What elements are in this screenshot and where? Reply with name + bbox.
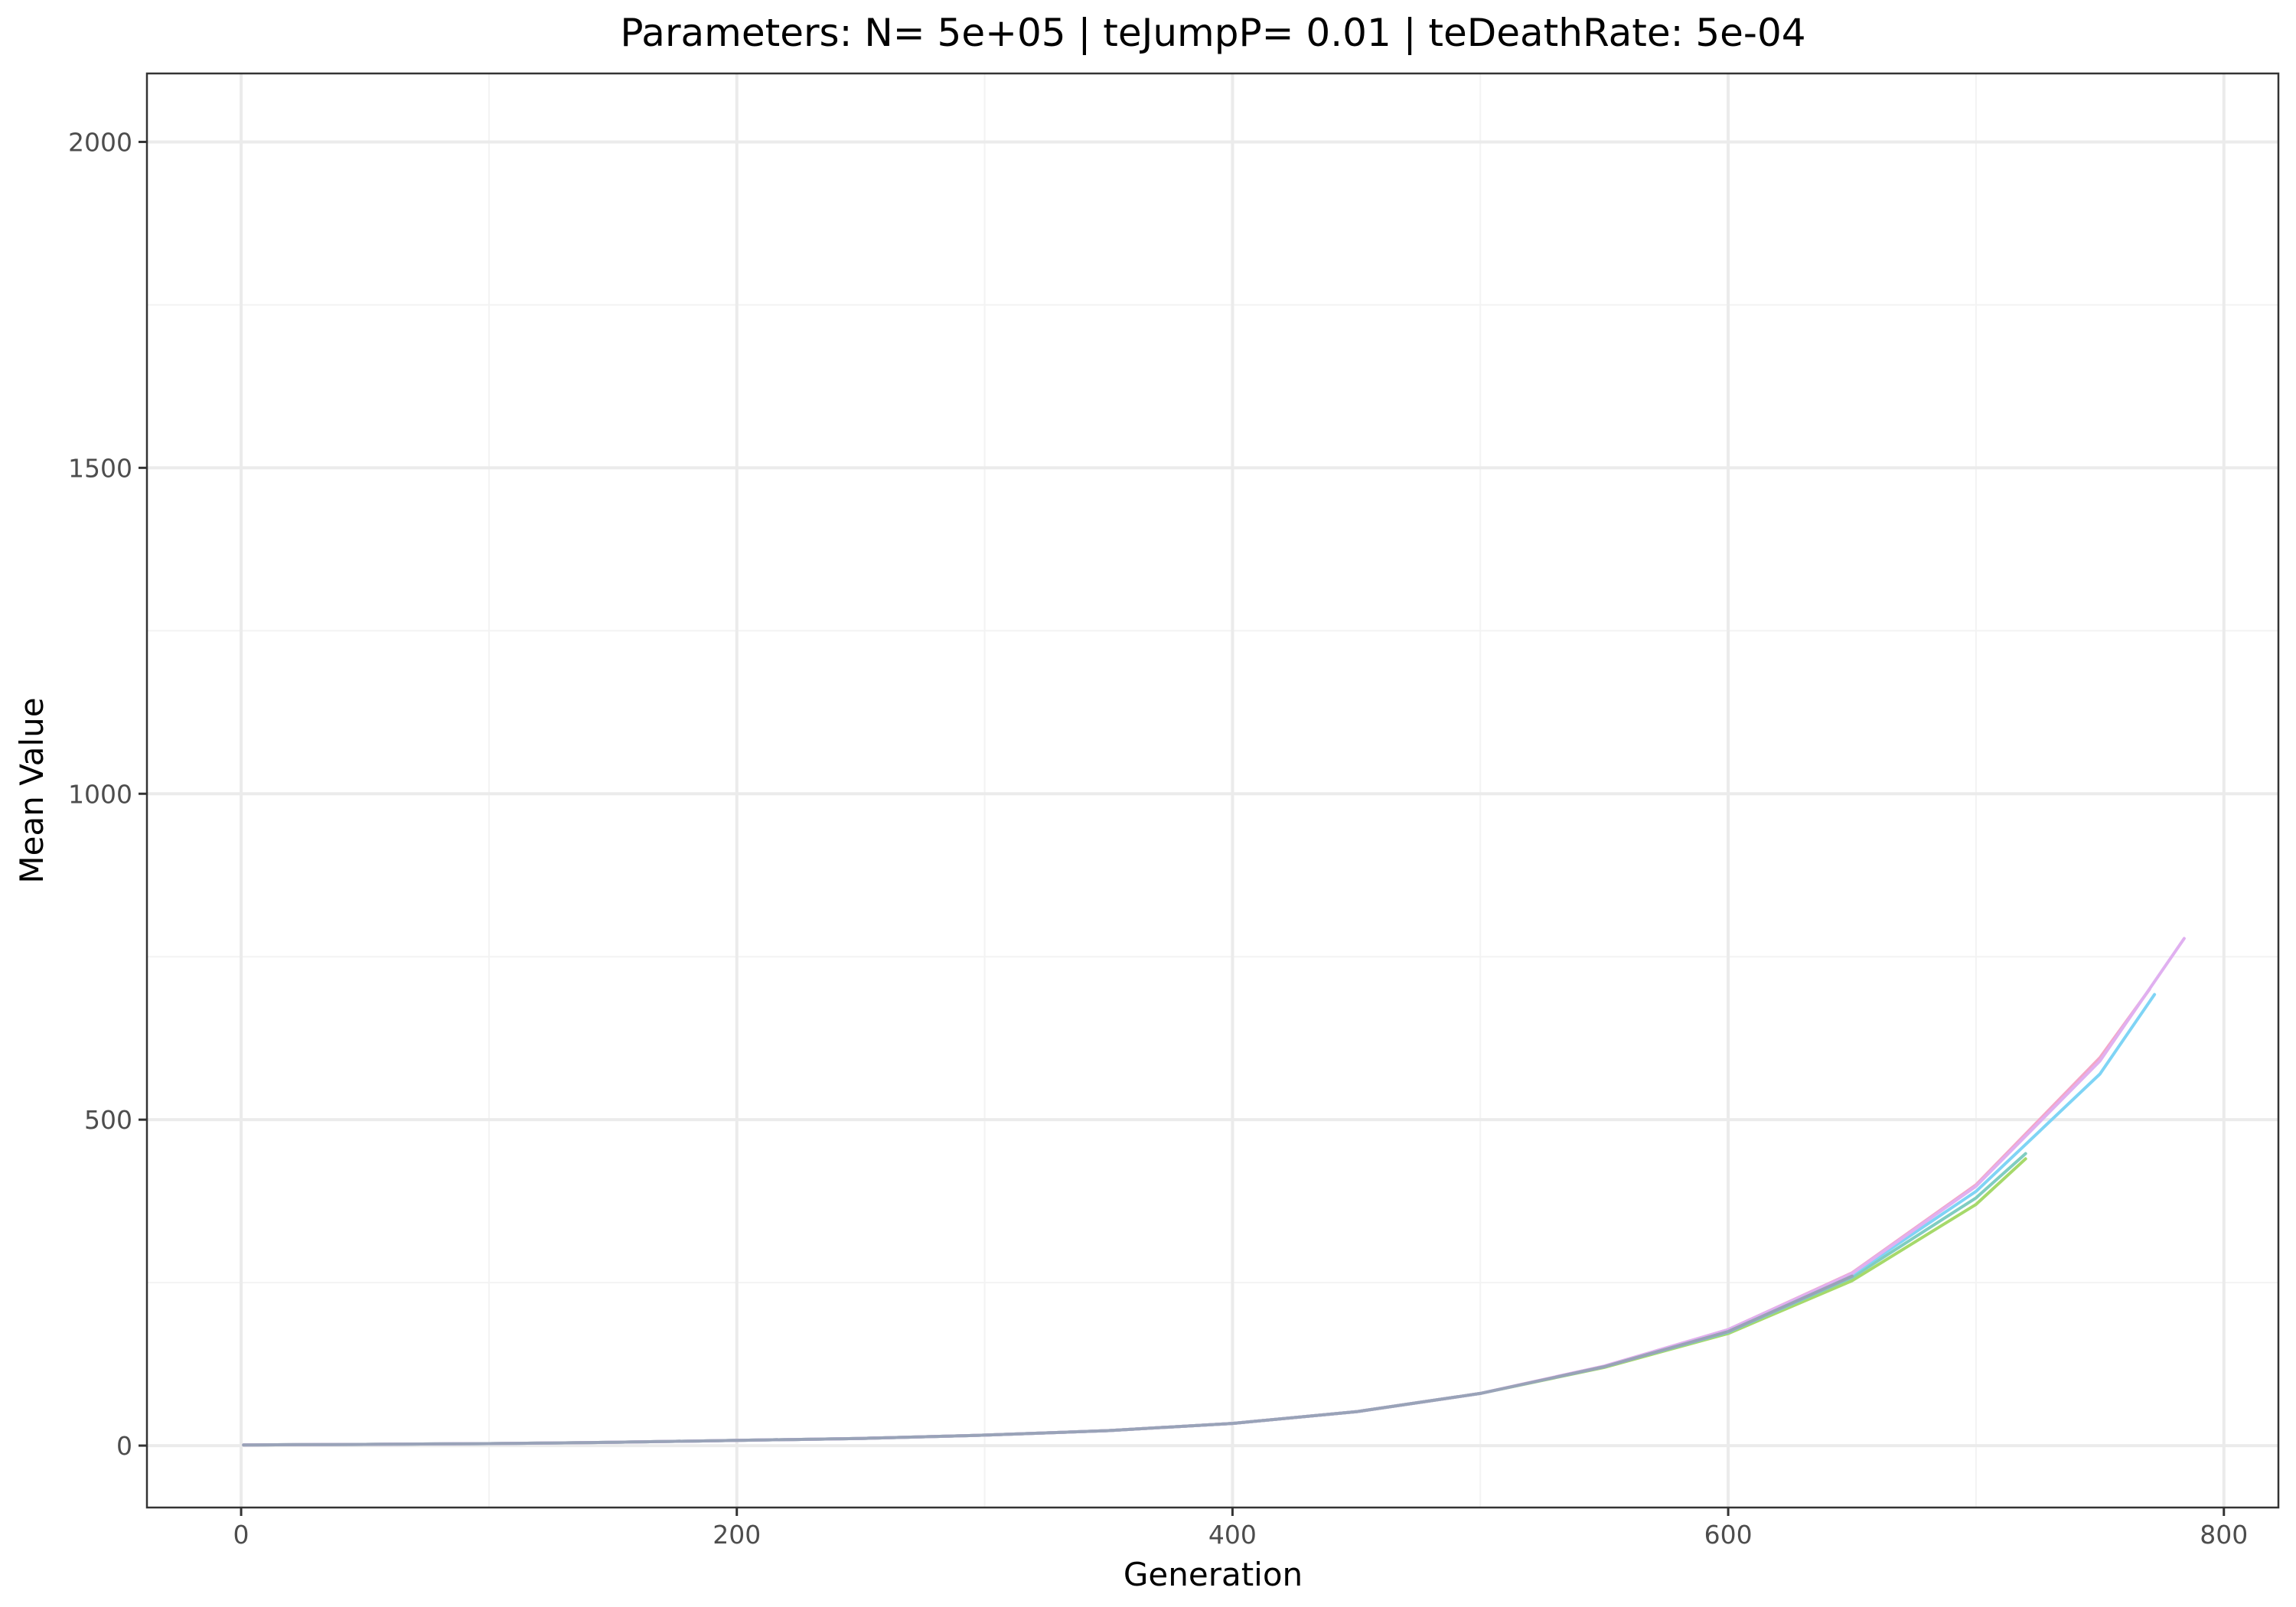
series-line-4 bbox=[242, 987, 2151, 1447]
y-tick-label: 0 bbox=[116, 1431, 132, 1461]
x-tick-label: 0 bbox=[233, 1520, 249, 1550]
x-tick-labels: 0 200 400 600 800 bbox=[233, 1520, 2249, 1550]
x-axis-label: Generation bbox=[1124, 1556, 1303, 1593]
series-line-5 bbox=[242, 937, 2186, 1447]
axis-ticks bbox=[139, 140, 2226, 1516]
series-layer bbox=[242, 937, 2186, 1447]
y-tick-label: 1000 bbox=[68, 779, 132, 809]
y-tick-label: 1500 bbox=[68, 453, 132, 483]
grid-major bbox=[147, 73, 2278, 1508]
x-tick-label: 400 bbox=[1208, 1520, 1257, 1550]
x-tick-label: 800 bbox=[2200, 1520, 2248, 1550]
series-line-2 bbox=[242, 1152, 2027, 1447]
series-line-6 bbox=[242, 1274, 1854, 1447]
chart-title: Parameters: N= 5e+05 | teJumpP= 0.01 | t… bbox=[620, 11, 1805, 55]
plot-panel bbox=[145, 72, 2280, 1509]
y-tick-label: 2000 bbox=[68, 127, 132, 157]
series-line-3 bbox=[242, 993, 2157, 1447]
y-tick-labels: 0 500 1000 1500 2000 bbox=[68, 127, 132, 1461]
x-tick-label: 600 bbox=[1704, 1520, 1753, 1550]
y-tick-label: 500 bbox=[84, 1105, 132, 1135]
grid-minor bbox=[147, 73, 2278, 1508]
y-axis-label: Mean Value bbox=[13, 697, 51, 883]
series-line-1 bbox=[242, 1157, 2027, 1447]
x-tick-label: 200 bbox=[713, 1520, 761, 1550]
